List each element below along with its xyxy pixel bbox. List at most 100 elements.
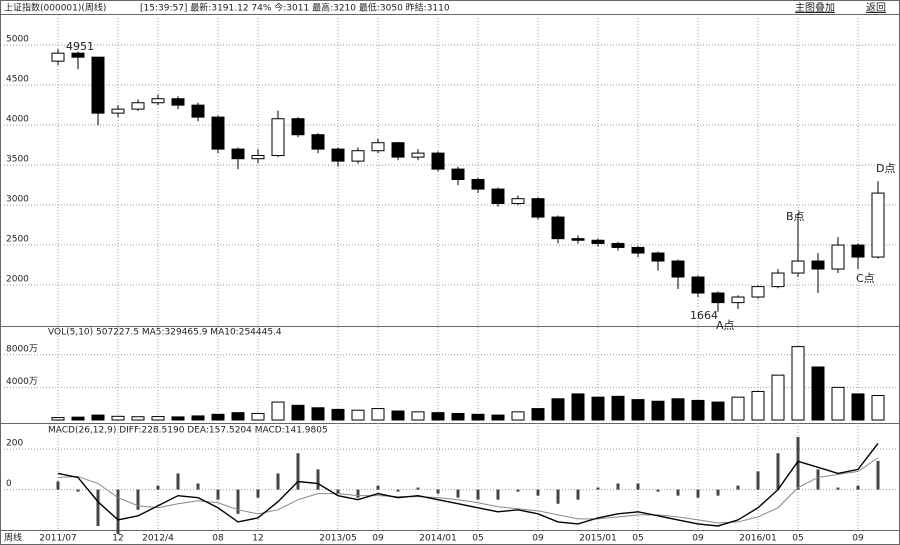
candle-body — [131, 102, 145, 110]
y-tick-label: 200 — [6, 439, 23, 449]
back-button[interactable]: 返回 — [866, 2, 886, 14]
y-tick-label: 3500 — [6, 155, 29, 165]
diff-line — [57, 442, 879, 527]
volume-bar — [871, 395, 885, 421]
volume-bar — [131, 416, 145, 421]
y-tick-label: 4000万 — [6, 377, 38, 387]
candle-body — [111, 108, 125, 114]
volume-bar — [271, 401, 285, 421]
volume-bar — [151, 416, 165, 421]
annotation: B点 — [786, 210, 805, 223]
candle-body — [471, 178, 485, 190]
x-tick-label: 2011/07 — [39, 534, 76, 544]
volume-bar — [391, 410, 405, 421]
candle-body — [791, 260, 805, 274]
y-tick-label: 8000万 — [6, 344, 38, 354]
candle-body — [331, 148, 345, 162]
annotation: 1664 — [690, 309, 718, 322]
volume-bar — [651, 400, 665, 421]
macd-title: MACD(26,12,9) DIFF:228.5190 DEA:157.5204… — [48, 426, 328, 436]
volume-bar — [831, 386, 845, 421]
x-tick-label: 09 — [532, 534, 544, 544]
candle-body — [671, 260, 685, 278]
volume-bar — [531, 408, 545, 421]
volume-bar — [51, 417, 65, 421]
volume-bar — [91, 414, 105, 421]
volume-bar — [571, 393, 585, 421]
candle-body — [91, 56, 105, 114]
candle-body — [691, 276, 705, 294]
volume-panel — [0, 326, 900, 424]
x-tick-label: 2014/01 — [419, 534, 456, 544]
candle-body — [551, 216, 565, 240]
candle-body — [651, 252, 665, 262]
volume-bar — [251, 412, 265, 421]
volume-bar — [711, 401, 725, 421]
candle-body — [591, 239, 605, 244]
candle-body — [411, 152, 425, 158]
candle-body — [831, 244, 845, 270]
volume-bar — [291, 404, 305, 421]
x-tick-label: 2015/01 — [579, 534, 616, 544]
chart-title: 上证指数(000001)(周线) — [4, 2, 106, 14]
annotation: 4951 — [66, 40, 94, 53]
volume-bar — [471, 413, 485, 421]
volume-bar — [431, 412, 445, 421]
candle-body — [231, 148, 245, 160]
candle-body — [731, 296, 745, 304]
x-tick-label: 2013/05 — [319, 534, 356, 544]
candle-body — [151, 98, 165, 104]
candle-body — [571, 238, 585, 241]
y-tick-label: 2500 — [6, 235, 29, 245]
candle-body — [391, 142, 405, 158]
x-tick-label: 2016/01 — [739, 534, 776, 544]
candle-body — [51, 52, 65, 62]
candle-body — [311, 134, 325, 150]
volume-bar — [451, 412, 465, 421]
candle-body — [271, 118, 285, 157]
candle-body — [431, 152, 445, 170]
candle-body — [711, 292, 725, 304]
candle-body — [851, 244, 865, 258]
volume-bar — [811, 366, 825, 421]
candle-body — [351, 150, 365, 162]
x-tick-label: 2012/4 — [142, 534, 174, 544]
annotation: A点 — [716, 319, 735, 332]
y-tick-label: 3000 — [6, 195, 29, 205]
overlay-button[interactable]: 主图叠加 — [795, 2, 835, 14]
volume-bar — [511, 411, 525, 421]
volume-bar — [611, 395, 625, 421]
volume-bar — [411, 411, 425, 421]
candle-body — [71, 52, 85, 58]
x-tick-label: 05 — [792, 534, 803, 544]
y-tick-label: 4000 — [6, 115, 29, 125]
volume-bar — [671, 398, 685, 421]
annotation: C点 — [856, 272, 875, 285]
volume-bar — [631, 399, 645, 421]
x-tick-label: 12 — [112, 534, 123, 544]
y-tick-label: 2000 — [6, 275, 29, 285]
candle-body — [871, 192, 885, 258]
y-tick-label: 5000 — [6, 35, 29, 45]
candle-body — [771, 272, 785, 288]
candle-body — [491, 188, 505, 204]
dea-line — [57, 457, 879, 524]
volume-bar — [211, 413, 225, 421]
volume-bar — [171, 416, 185, 421]
candle-body — [811, 260, 825, 270]
volume-bar — [771, 374, 785, 421]
volume-bar — [691, 399, 705, 421]
candle-body — [251, 155, 265, 160]
annotation: D点 — [876, 162, 895, 175]
volume-bar — [551, 398, 565, 421]
volume-title: VOL(5,10) 507227.5 MA5:329465.9 MA10:254… — [48, 328, 282, 338]
volume-bar — [591, 396, 605, 421]
x-tick-label: 09 — [372, 534, 384, 544]
chart-subtitle: [15:39:57] 最新:3191.12 74% 今:3011 最高:3210… — [140, 2, 450, 14]
volume-bar — [791, 346, 805, 421]
y-tick-label: 4500 — [6, 75, 29, 85]
volume-bar — [371, 408, 385, 421]
y-tick-label: 0 — [6, 479, 12, 489]
volume-bar — [191, 415, 205, 421]
